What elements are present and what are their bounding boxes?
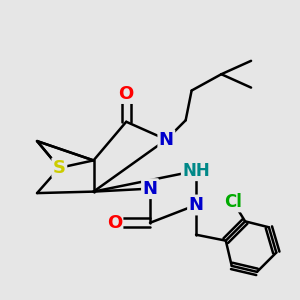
Text: N: N	[189, 196, 204, 214]
Text: NH: NH	[182, 162, 210, 180]
Text: O: O	[107, 214, 122, 232]
Text: N: N	[159, 130, 174, 148]
Text: Cl: Cl	[224, 193, 242, 211]
Text: O: O	[118, 85, 134, 103]
Text: S: S	[53, 159, 66, 177]
Text: N: N	[142, 180, 158, 198]
